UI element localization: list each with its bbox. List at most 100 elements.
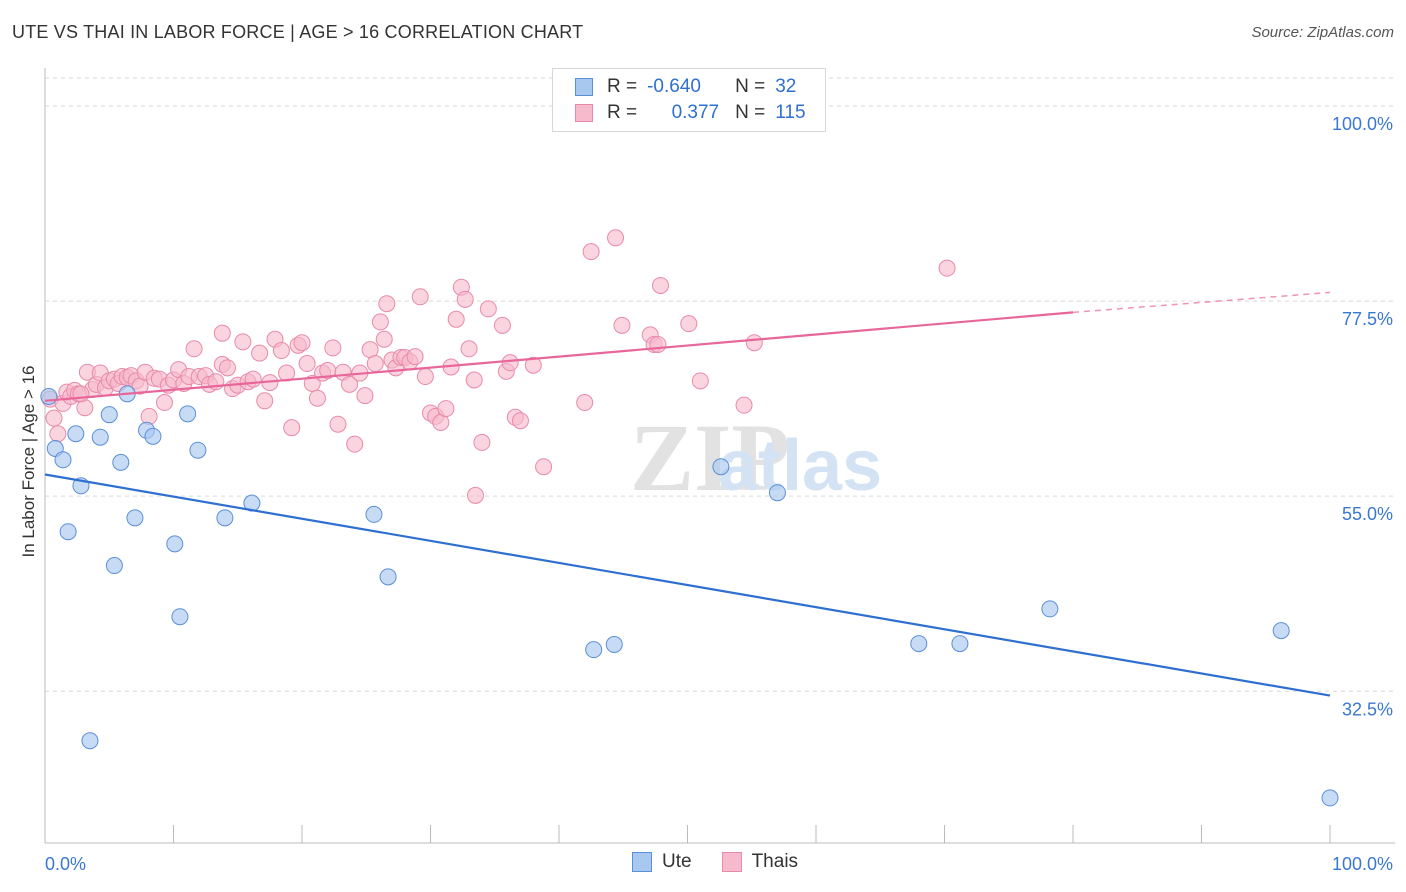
thai-point: [745, 334, 763, 352]
ute-point: [67, 425, 85, 443]
ute-point: [166, 535, 184, 553]
ute-swatch: [575, 78, 593, 96]
thai-point: [735, 396, 753, 414]
thai-n-value: 115: [775, 102, 806, 123]
ute-point: [768, 484, 786, 502]
thai-point: [501, 354, 519, 372]
chart-title: UTE VS THAI IN LABOR FORCE | AGE > 16 CO…: [12, 22, 584, 42]
ute-point: [1321, 789, 1339, 807]
y-axis-label: In Labor Force | Age > 16: [19, 365, 38, 557]
thai-point: [185, 340, 203, 358]
axes: [44, 68, 1395, 844]
thai-point: [652, 276, 670, 294]
y-tick-label: 55.0%: [1342, 504, 1393, 524]
thai-point: [256, 392, 274, 410]
thai-point: [45, 409, 63, 427]
ute-point: [1272, 622, 1290, 640]
thai-trend-extension: [1072, 291, 1331, 314]
thai-point: [366, 355, 384, 373]
thai-swatch: [575, 104, 593, 122]
ute-legend-label: Ute: [662, 851, 692, 872]
thai-point: [298, 355, 316, 373]
ute-point: [54, 451, 72, 469]
thai-point: [341, 375, 359, 393]
ute-point: [126, 509, 144, 527]
legend-row-thai: R = 0.377 N = 115: [575, 101, 806, 125]
thai-point: [72, 385, 90, 403]
thai-point: [535, 458, 553, 476]
thai-point: [524, 356, 542, 374]
thai-point: [473, 433, 491, 451]
thai-point: [213, 324, 231, 342]
thai-point: [680, 315, 698, 333]
thai-point: [308, 389, 326, 407]
ute-n-label: N =: [735, 76, 766, 97]
ute-point: [40, 387, 58, 405]
thai-r-label: R =: [607, 102, 638, 123]
thai-point: [460, 340, 478, 358]
ute-point: [144, 427, 162, 445]
thai-trend-line: [44, 311, 1074, 402]
thai-point: [938, 259, 956, 277]
thai-point: [613, 316, 631, 334]
thai-point: [416, 368, 434, 386]
thai-point: [447, 310, 465, 328]
ute-point: [365, 505, 383, 523]
thai-point: [378, 295, 396, 313]
thai-point: [406, 348, 424, 366]
y-tick-label: 32.5%: [1342, 699, 1393, 719]
thai-point: [437, 400, 455, 418]
ute-point: [171, 608, 189, 626]
ute-points: [40, 385, 1339, 807]
thai-point: [371, 313, 389, 331]
thai-point: [576, 394, 594, 412]
y-tick-label: 100.0%: [1332, 114, 1393, 134]
ute-trend-line: [44, 473, 1331, 697]
thai-point: [691, 372, 709, 390]
trend-lines: [44, 291, 1331, 697]
x-tick-label: 100.0%: [1332, 854, 1393, 874]
ute-point: [112, 453, 130, 471]
thai-point: [649, 335, 667, 353]
ute-point: [951, 635, 969, 653]
thai-point: [356, 387, 374, 405]
ute-r-label: R =: [607, 76, 638, 97]
thai-point: [411, 288, 429, 306]
ute-point: [100, 406, 118, 424]
ute-point: [712, 458, 730, 476]
thai-point: [140, 407, 158, 425]
watermark-atlas: atlas: [718, 426, 882, 506]
thai-point: [156, 394, 174, 412]
x-tick-label: 0.0%: [45, 854, 86, 874]
thai-point: [466, 486, 484, 504]
ute-point: [91, 428, 109, 446]
ute-point: [585, 641, 603, 659]
ute-n-value: 32: [775, 76, 797, 97]
thai-point: [479, 300, 497, 318]
thai-point: [329, 415, 347, 433]
thai-n-label: N =: [735, 102, 766, 123]
thai-point: [346, 435, 364, 453]
watermark: ZIP atlas: [630, 404, 882, 511]
thai-point: [456, 290, 474, 308]
ute-point: [189, 441, 207, 459]
ute-point: [379, 568, 397, 586]
ute-r-value: -0.640: [647, 76, 701, 97]
ute-point: [81, 732, 99, 750]
ute-point: [1041, 600, 1059, 618]
thai-point: [493, 316, 511, 334]
thai-point: [582, 243, 600, 261]
legend-item-thai[interactable]: Thais: [721, 851, 798, 873]
legend-item-ute[interactable]: Ute: [632, 851, 692, 873]
watermark-zip: ZIP: [630, 404, 790, 511]
thai-point: [607, 229, 625, 247]
thai-point: [375, 330, 393, 348]
ute-point: [179, 405, 197, 423]
thai-point: [251, 344, 269, 362]
thai-point: [511, 412, 529, 430]
ute-point: [216, 509, 234, 527]
thai-point: [234, 333, 252, 351]
ute-point: [605, 635, 623, 653]
thai-r-value: 0.377: [671, 102, 720, 123]
ute-point: [910, 635, 928, 653]
